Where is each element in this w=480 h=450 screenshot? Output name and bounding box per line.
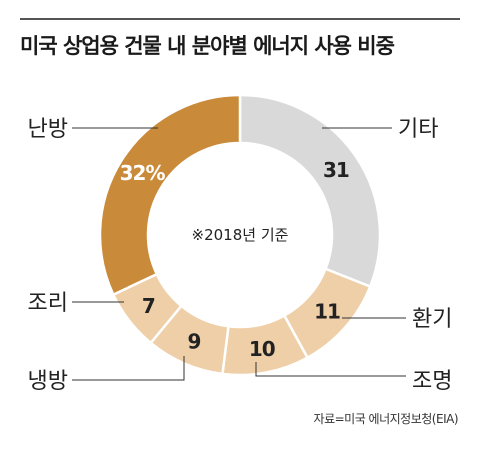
center-note: ※2018년 기준 [192,226,289,244]
slice-기타 [238,93,382,289]
category-label-환기: 환기 [412,307,452,332]
category-label-냉방: 냉방 [28,369,68,394]
value-label-난방: 32% [120,161,166,185]
value-label-조명: 10 [249,337,275,361]
category-label-조명: 조명 [412,369,452,394]
value-label-환기: 11 [314,300,340,324]
leader-line-조명 [255,362,406,377]
chart-title: 미국 상업용 건물 내 분야별 에너지 사용 비중 [20,34,395,58]
category-label-기타: 기타 [398,117,438,142]
leader-line-냉방 [72,356,185,381]
slice-난방 [98,93,242,297]
category-label-난방: 난방 [28,117,68,142]
value-label-냉방: 9 [187,329,200,353]
source-note: 자료=미국 에너지정보청(EIA) [313,412,459,426]
category-label-조리: 조리 [28,291,68,316]
value-label-조리: 7 [142,294,155,318]
top-rule [20,18,460,20]
value-label-기타: 31 [323,158,349,182]
